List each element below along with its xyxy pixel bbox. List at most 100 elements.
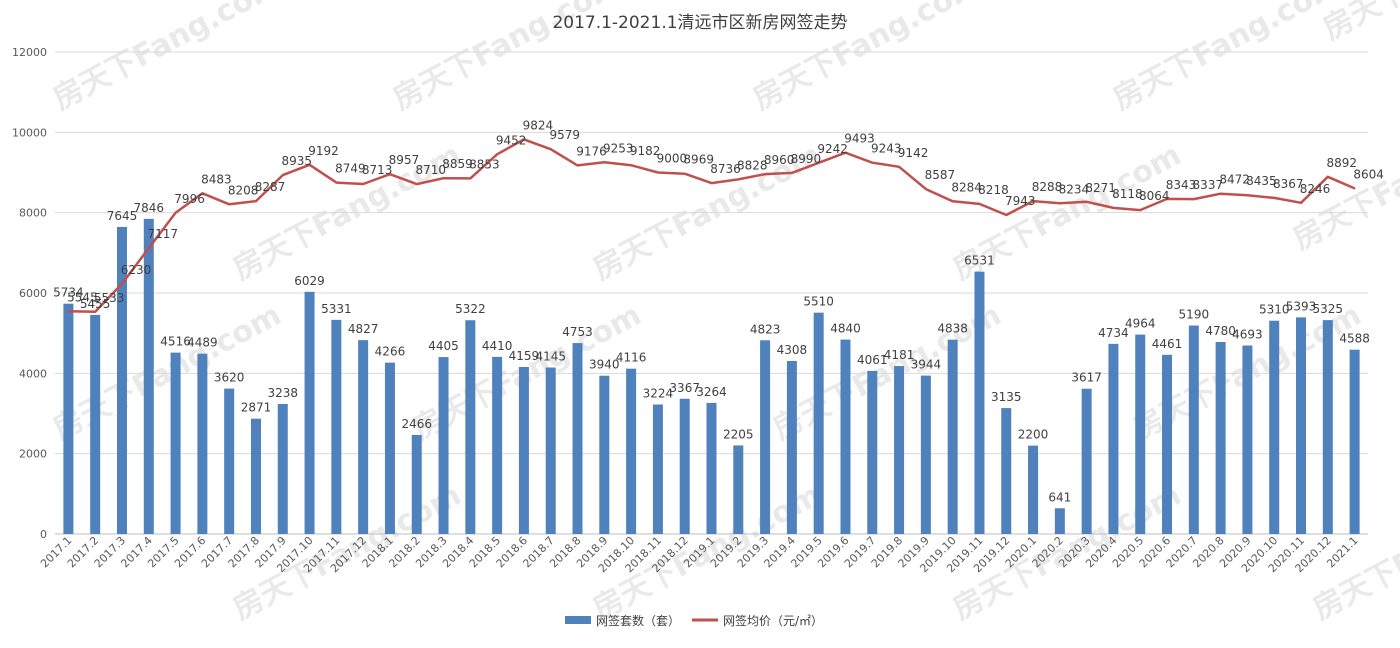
line-value-label: 8435 [1246, 174, 1277, 188]
bar-value-label: 4145 [535, 350, 566, 364]
line-point [255, 200, 257, 202]
line-point [1327, 176, 1329, 178]
bar [1242, 345, 1253, 534]
line-series [67, 138, 1356, 314]
line-value-label: 6230 [121, 263, 152, 277]
bar [679, 398, 690, 534]
bar-value-label: 641 [1048, 490, 1071, 504]
bar [760, 340, 771, 534]
bar [599, 375, 610, 534]
line-point [898, 165, 900, 168]
line-value-label: 7943 [1005, 194, 1036, 208]
line-value-label: 8587 [925, 168, 956, 182]
line-value-label: 9142 [898, 146, 929, 160]
line-value-label: 8828 [737, 158, 768, 172]
line-point [844, 151, 847, 154]
line-point [1166, 198, 1168, 200]
y-tick-label: 10000 [12, 126, 47, 139]
y-tick-label: 2000 [19, 448, 47, 461]
bar-value-label: 4588 [1339, 332, 1370, 346]
line-point [1193, 198, 1195, 200]
bar [465, 320, 476, 534]
line-value-label: 8710 [415, 163, 446, 177]
bar-value-label: 4405 [428, 339, 459, 353]
y-tick-label: 12000 [12, 46, 47, 59]
bar [813, 312, 824, 534]
bar-value-label: 3367 [669, 381, 700, 395]
bar [1322, 320, 1333, 534]
bar-value-label: 5734 [53, 286, 84, 300]
line-point [737, 178, 740, 181]
bar [304, 291, 315, 534]
bar-value-label: 4489 [187, 336, 218, 350]
line-point [978, 203, 981, 205]
bar [90, 314, 101, 534]
bar [277, 403, 288, 534]
bar [63, 303, 74, 534]
bar-value-label: 4838 [937, 322, 968, 336]
line-point [925, 188, 927, 190]
line-value-label: 9243 [871, 142, 902, 156]
bar [1349, 349, 1360, 534]
bar [626, 368, 637, 534]
bar [358, 340, 369, 534]
bar [572, 343, 583, 534]
bar [411, 434, 422, 534]
line-point [549, 148, 552, 151]
y-tick-label: 6000 [19, 287, 47, 300]
line-value-label: 8337 [1193, 178, 1224, 192]
line-point [147, 247, 150, 249]
bar-value-label: 2871 [241, 401, 272, 415]
line-point [1219, 192, 1222, 195]
bar-value-label: 4181 [884, 348, 915, 362]
line-point [1300, 201, 1302, 204]
line-value-label: 8064 [1139, 189, 1170, 203]
bar-value-label: 4516 [160, 335, 191, 349]
bar-value-label: 3620 [214, 371, 245, 385]
line-point [415, 183, 418, 185]
bar [1162, 354, 1173, 534]
bar-value-label: 4693 [1232, 327, 1263, 341]
line-point [174, 212, 177, 214]
bar-value-label: 5190 [1179, 308, 1210, 322]
line-value-label: 8969 [683, 153, 714, 167]
line-value-label: 9192 [308, 144, 339, 158]
bar-value-label: 4734 [1098, 326, 1129, 340]
line-point [94, 310, 96, 313]
bar-value-label: 3264 [696, 385, 727, 399]
y-tick-label: 4000 [19, 367, 47, 380]
line-value-label: 9182 [630, 144, 661, 158]
bar [384, 362, 395, 534]
line-value-label: 8859 [442, 157, 473, 171]
line-value-label: 8208 [228, 183, 259, 197]
bar [518, 366, 529, 534]
bar-value-label: 5455 [80, 297, 111, 311]
line-point [442, 177, 445, 179]
bar-value-label: 6531 [964, 254, 995, 268]
bar-value-label: 4823 [750, 322, 781, 336]
line-value-label: 8957 [389, 153, 420, 167]
legend-line-label: 网签均价（元/㎡） [723, 613, 823, 628]
line-value-label: 8749 [335, 162, 366, 176]
line-value-label: 8713 [362, 163, 393, 177]
line-point [201, 192, 204, 195]
line-value-label: 8472 [1219, 173, 1250, 187]
line-point [764, 173, 766, 175]
bar [1135, 334, 1146, 534]
bar [706, 402, 717, 534]
line-point [710, 182, 713, 184]
bar [545, 367, 556, 534]
line-value-label: 8367 [1273, 177, 1304, 191]
bar [492, 356, 503, 534]
line-value-label: 8218 [978, 183, 1009, 197]
bar [438, 357, 449, 534]
bar [143, 218, 154, 534]
bar-value-label: 4266 [375, 345, 406, 359]
bar-value-label: 4410 [482, 339, 513, 353]
line-point [67, 310, 70, 313]
line-value-label: 8287 [255, 180, 286, 194]
bar [920, 375, 931, 534]
line-value-label: 7996 [174, 192, 205, 206]
